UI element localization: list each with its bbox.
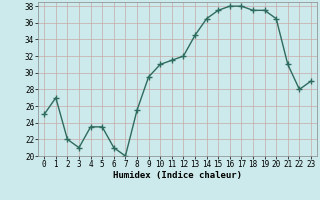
X-axis label: Humidex (Indice chaleur): Humidex (Indice chaleur) <box>113 171 242 180</box>
